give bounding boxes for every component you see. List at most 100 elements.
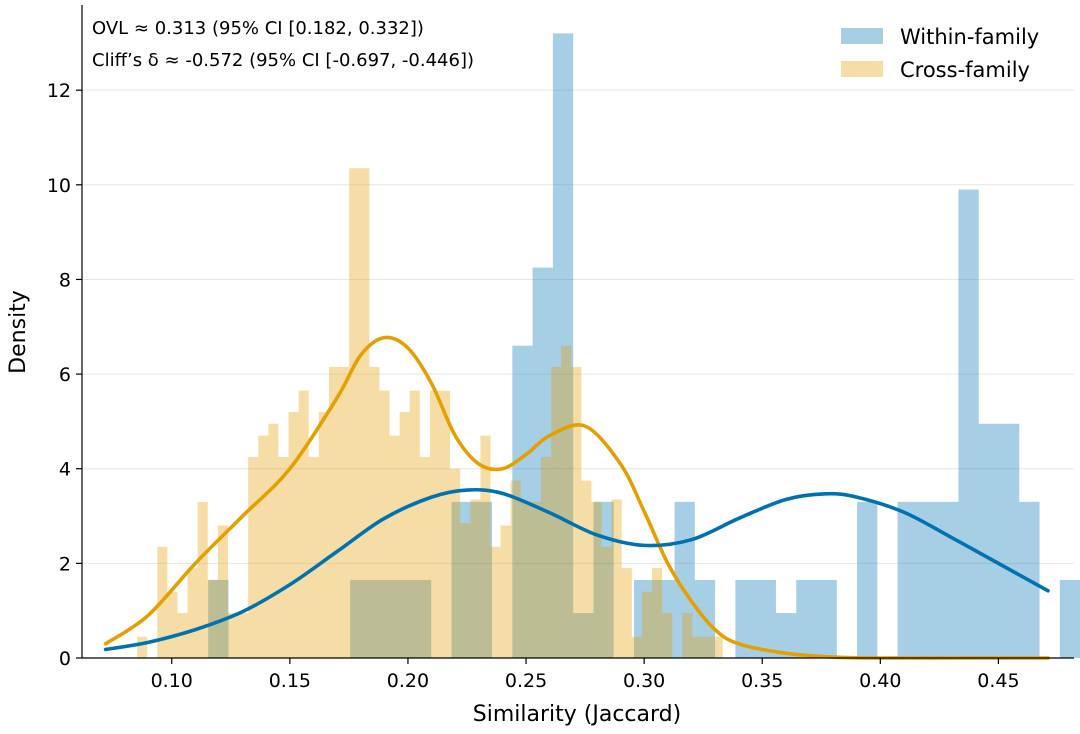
x-axis-label: Similarity (Jaccard): [473, 702, 681, 727]
x-tick-label-3: 0.25: [505, 670, 547, 692]
within-family-bar-18: [471, 501, 493, 658]
x-tick-label-5: 0.35: [741, 670, 783, 692]
cross-family-bar-13: [238, 613, 249, 658]
cross-family-bar-45: [561, 345, 572, 658]
y-tick-label-2: 4: [59, 459, 71, 481]
within-family-bar-32: [755, 579, 776, 658]
cross-family-bar-25: [359, 168, 370, 658]
cross-family-bar-42: [530, 501, 541, 658]
cross-family-bar-8: [187, 568, 198, 658]
ovl-annotation: OVL ≈ 0.313 (95% CI [0.182, 0.332]): [92, 18, 424, 39]
cross-family-bar-41: [520, 501, 531, 658]
y-tick-label-5: 10: [47, 175, 71, 197]
cross-family-bar-14: [248, 456, 259, 658]
cross-family-bar-17: [278, 456, 289, 658]
y-tick-label-6: 12: [47, 80, 71, 102]
within-family-bar-13: [370, 579, 391, 658]
within-family-bar-27: [654, 579, 675, 658]
within-family-bar-39: [897, 501, 918, 658]
cross-family-bar-26: [369, 366, 380, 658]
x-tick-label-4: 0.30: [623, 670, 665, 692]
cross-family-bar-53: [641, 591, 653, 658]
within-family-bar-5: [208, 579, 229, 658]
within-family-bar-15: [410, 579, 432, 658]
cross-family-bar-60: [712, 636, 723, 658]
x-tick-label-0: 0.10: [151, 670, 193, 692]
cross-family-bar-9: [197, 501, 208, 658]
within-family-bar-26: [634, 579, 655, 658]
within-family-kde-line: [103, 487, 1050, 652]
cross-family-bar-51: [621, 568, 632, 658]
cross-family-bar-30: [409, 390, 420, 658]
within-family-bar-41: [938, 501, 959, 658]
cross-family-kde-line: [103, 335, 1050, 660]
cross-family-bar-23: [339, 366, 350, 658]
cross-family-bar-22: [328, 366, 340, 658]
within-family-bar-40: [917, 501, 939, 658]
y-tick-label-4: 8: [59, 269, 71, 291]
within-family-bar-35: [816, 579, 837, 658]
cross-family-bar-31: [419, 456, 430, 658]
cross-family-bar-49: [601, 546, 612, 658]
within-family-bar-21: [532, 267, 553, 658]
x-tick-label-7: 0.45: [977, 670, 1019, 692]
within-family-bars: [208, 33, 1080, 659]
within-family-bar-23: [573, 613, 594, 658]
cross-family-bar-54: [652, 568, 663, 658]
legend-swatch-within: [841, 28, 883, 44]
legend: Within-family Cross-family: [841, 25, 1039, 82]
within-family-bar-24: [593, 501, 614, 658]
y-tick-label-1: 2: [59, 553, 71, 575]
cross-family-bars: [137, 168, 723, 658]
within-family-bar-14: [390, 579, 411, 658]
cross-family-bar-48: [591, 501, 602, 658]
cross-family-bar-28: [389, 435, 400, 658]
within-family-bar-31: [735, 579, 756, 658]
within-family-bar-42: [958, 189, 979, 659]
cross-family-bar-27: [379, 390, 390, 658]
cross-family-bar-29: [399, 411, 410, 658]
x-tick-label-6: 0.40: [859, 670, 901, 692]
cross-family-bar-16: [268, 423, 279, 658]
cross-family-bar-37: [480, 435, 491, 658]
within-family-bar-37: [857, 501, 878, 658]
cross-family-bar-57: [682, 613, 693, 658]
cross-family-bar-40: [510, 480, 521, 658]
cross-family-bar-19: [298, 390, 309, 658]
within-family-bar-22: [552, 33, 574, 659]
cross-family-bar-44: [551, 366, 562, 658]
axes: [76, 5, 1074, 664]
cross-family-bar-10: [207, 579, 218, 658]
x-tick-label-1: 0.15: [269, 670, 311, 692]
cross-family-bar-21: [318, 411, 329, 658]
cross-family-bar-18: [288, 411, 299, 658]
cross-family-bar-33: [440, 390, 451, 658]
cross-family-bar-35: [460, 523, 471, 658]
within-family-bar-33: [775, 613, 797, 658]
cross-family-bar-3: [137, 636, 148, 658]
tick-labels: 0.10 0.15 0.20 0.25 0.30 0.35 0.40 0.45 0 2 4 6 8 10 1…: [47, 80, 1020, 692]
cross-family-bar-55: [662, 613, 673, 658]
cross-family-bar-59: [702, 636, 713, 658]
cross-family-bar-58: [692, 636, 703, 658]
cross-family-bar-52: [631, 636, 642, 658]
y-axis-label: Density: [6, 290, 31, 374]
within-family-bar-47: [1059, 579, 1080, 658]
cross-family-bar-34: [450, 468, 461, 658]
cross-family-bar-38: [490, 546, 501, 658]
cross-family-bar-6: [167, 591, 178, 658]
cross-family-bar-36: [470, 499, 481, 658]
legend-label-within: Within-family: [900, 25, 1039, 49]
cross-family-bar-47: [581, 480, 592, 658]
y-tick-label-3: 6: [59, 364, 71, 386]
cross-family-bar-32: [429, 390, 441, 658]
cross-family-bar-15: [258, 435, 269, 658]
within-family-bar-44: [998, 423, 1020, 658]
cross-family-bar-24: [349, 168, 360, 658]
cross-family-bar-12: [227, 613, 239, 658]
cross-family-bar-46: [571, 366, 582, 658]
legend-label-cross: Cross-family: [900, 58, 1030, 82]
cross-family-bar-50: [611, 499, 622, 658]
legend-swatch-cross: [841, 61, 883, 77]
